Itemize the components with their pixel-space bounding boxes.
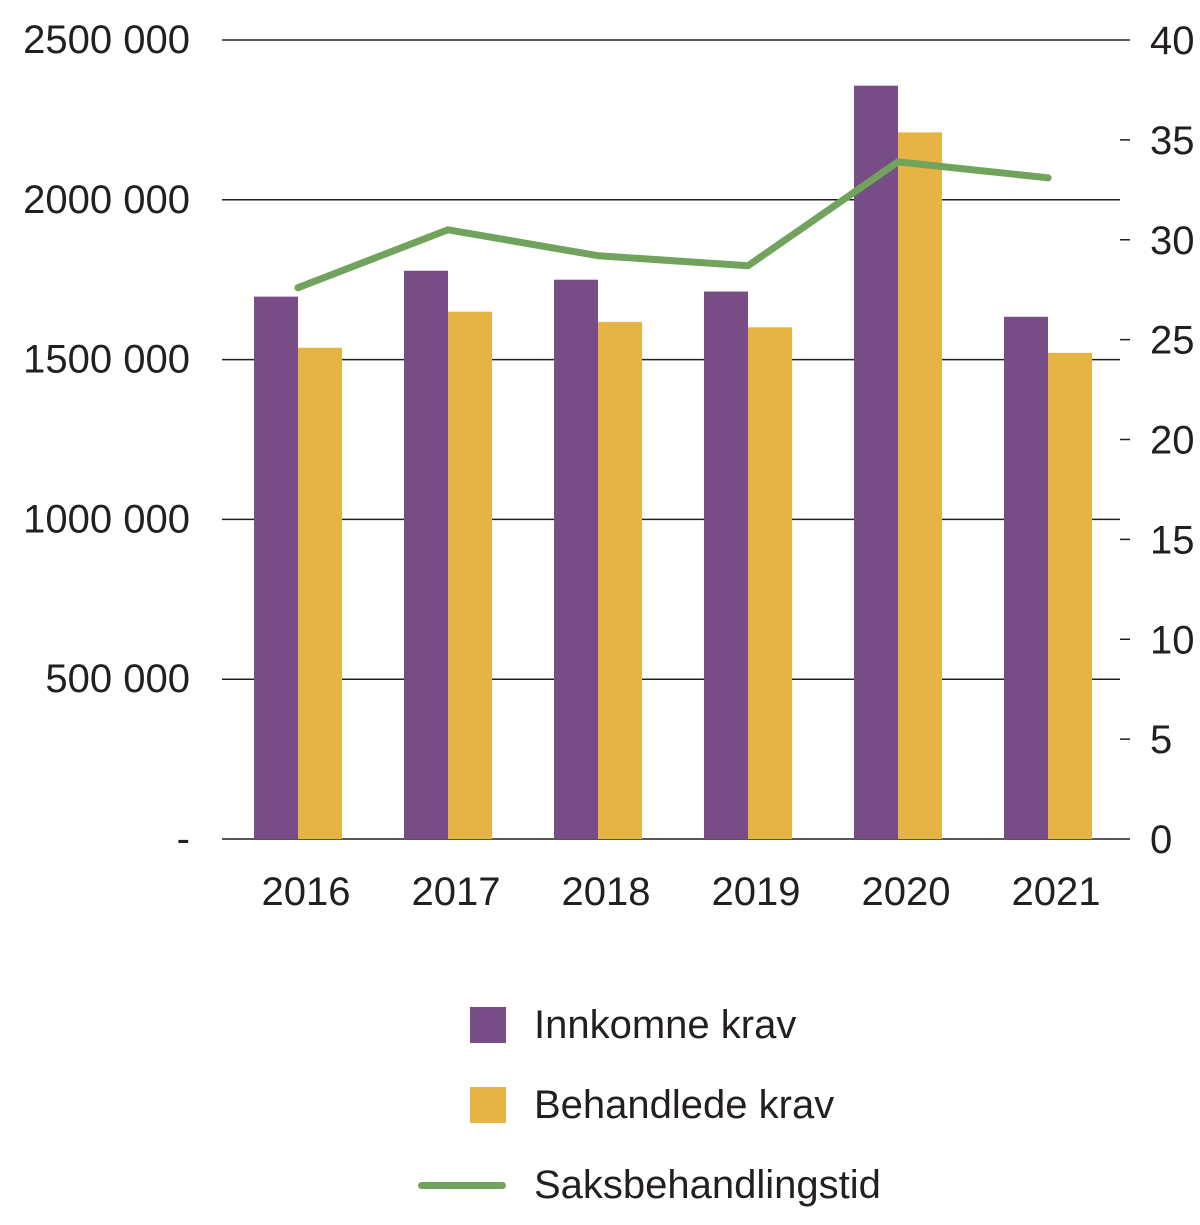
legend-swatch-behandlede bbox=[470, 1087, 506, 1123]
y-axis-left: - 500 000 1000 000 1500 000 2000 000 2500 000 bbox=[23, 18, 190, 861]
legend-item-saksbehandlingstid: Saksbehandlingstid bbox=[418, 1145, 881, 1225]
bar-behandlede-2017 bbox=[448, 311, 492, 839]
y-right-tick-label: 15 bbox=[1150, 518, 1195, 562]
legend-swatch-saksbehandlingstid bbox=[418, 1181, 506, 1189]
saksbehandlingstid-line-group bbox=[294, 158, 1052, 292]
chart: - 500 000 1000 000 1500 000 2000 000 2500 000… bbox=[23, 18, 1195, 914]
y-right-tick-label: 0 bbox=[1150, 818, 1172, 862]
legend-label-innkomne: Innkomne krav bbox=[534, 1002, 797, 1047]
y-right-tick-label: 20 bbox=[1150, 419, 1195, 463]
bar-innkomne-2021 bbox=[1004, 316, 1048, 840]
y-left-tick-label: 1500 000 bbox=[23, 338, 190, 382]
x-tick-label: 2020 bbox=[862, 870, 951, 914]
bar-behandlede-2019 bbox=[748, 327, 792, 839]
x-tick-label: 2017 bbox=[412, 870, 501, 914]
y-left-tick-label: 2500 000 bbox=[23, 18, 190, 62]
line-point-2019 bbox=[744, 262, 752, 270]
bar-innkomne-2017 bbox=[404, 270, 448, 839]
y-right-tick-label: 25 bbox=[1150, 319, 1195, 363]
x-axis: 2016 2017 2018 2019 2020 2021 bbox=[262, 870, 1101, 914]
gridlines bbox=[222, 39, 1120, 840]
legend-swatch-innkomne bbox=[470, 1007, 506, 1043]
y-left-tick-label: - bbox=[177, 817, 190, 861]
bar-innkomne-2019 bbox=[704, 291, 748, 839]
x-tick-label: 2018 bbox=[562, 870, 651, 914]
y-left-tick-label: 500 000 bbox=[45, 657, 190, 701]
bars bbox=[254, 85, 1092, 840]
line-point-2018 bbox=[594, 252, 602, 260]
y-right-tick-label: 40 bbox=[1150, 19, 1195, 63]
bar-behandlede-2016 bbox=[298, 347, 342, 839]
line-point-2020 bbox=[894, 158, 902, 166]
legend: Innkomne krav Behandlede krav Saksbehand… bbox=[418, 985, 881, 1225]
y-left-tick-label: 1000 000 bbox=[23, 497, 190, 541]
y-right-tick-label: 10 bbox=[1150, 618, 1195, 662]
line-point-2016 bbox=[294, 284, 302, 292]
y-axis-right: 0 5 10 15 20 25 30 35 40 bbox=[1120, 19, 1195, 862]
legend-item-innkomne: Innkomne krav bbox=[470, 985, 881, 1065]
line-point-2021 bbox=[1044, 174, 1052, 182]
saksbehandlingstid-line bbox=[294, 158, 1052, 292]
bar-innkomne-2018 bbox=[554, 279, 598, 839]
bar-behandlede-2020 bbox=[898, 132, 942, 840]
y-right-tick-label: 30 bbox=[1150, 219, 1195, 263]
bar-innkomne-2016 bbox=[254, 296, 298, 839]
x-tick-label: 2019 bbox=[712, 870, 801, 914]
y-right-tick-label: 35 bbox=[1150, 119, 1195, 163]
y-left-tick-label: 2000 000 bbox=[23, 178, 190, 222]
legend-label-saksbehandlingstid: Saksbehandlingstid bbox=[534, 1162, 881, 1207]
bar-behandlede-2018 bbox=[598, 321, 642, 839]
bar-behandlede-2021 bbox=[1048, 352, 1092, 839]
bar-innkomne-2020 bbox=[854, 85, 898, 839]
x-tick-label: 2016 bbox=[262, 870, 351, 914]
legend-item-behandlede: Behandlede krav bbox=[470, 1065, 881, 1145]
legend-label-behandlede: Behandlede krav bbox=[534, 1082, 835, 1127]
x-tick-label: 2021 bbox=[1012, 870, 1101, 914]
y-right-tick-label: 5 bbox=[1150, 718, 1172, 762]
line-point-2017 bbox=[444, 226, 452, 234]
